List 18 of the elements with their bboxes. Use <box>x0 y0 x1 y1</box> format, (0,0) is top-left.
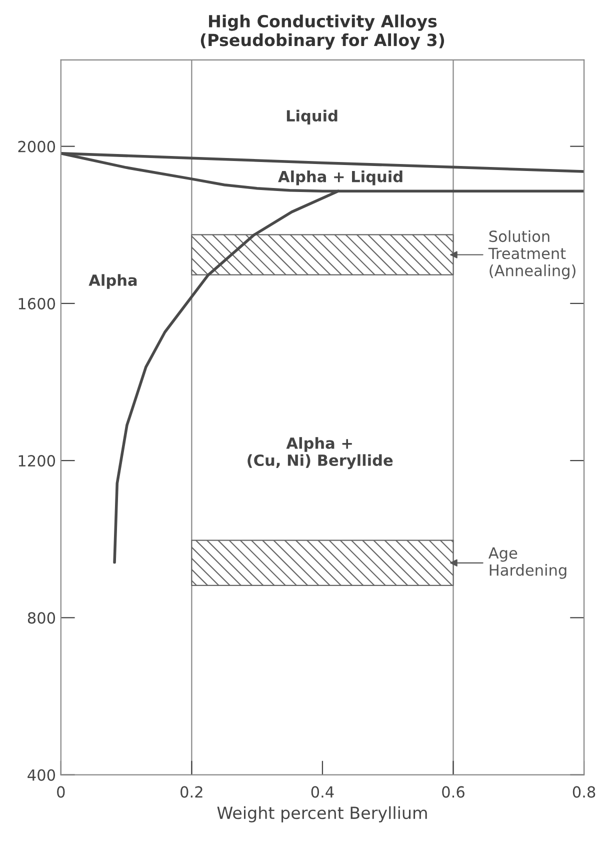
x-tick-label: 0 <box>57 786 65 798</box>
annotation: Liquid <box>286 110 338 125</box>
x-tick-label: 0.2 <box>180 786 202 798</box>
annotation: Alpha + (Cu, Ni) Beryllide <box>248 437 393 470</box>
chart-title: High Conductivity Alloys (Pseudobinary for Alloy 3) <box>200 14 444 50</box>
y-tick-label: 1200 <box>18 455 56 467</box>
x-axis-title: Weight percent Beryllium <box>217 806 427 822</box>
y-tick-label: 400 <box>28 769 56 781</box>
y-tick-label: 1600 <box>18 298 56 310</box>
band-label: Solution Treatment (Annealing) <box>488 230 576 280</box>
annotation: Alpha + Liquid <box>278 170 402 186</box>
x-tick-label: 0.4 <box>311 786 334 798</box>
y-tick-label: 2000 <box>18 140 56 152</box>
annotation: Alpha <box>88 274 137 289</box>
x-tick-label: 0.8 <box>572 786 596 798</box>
x-tick-label: 0.6 <box>442 786 464 798</box>
y-tick-label: 800 <box>28 612 56 624</box>
band-label: Age Hardening <box>488 547 566 579</box>
